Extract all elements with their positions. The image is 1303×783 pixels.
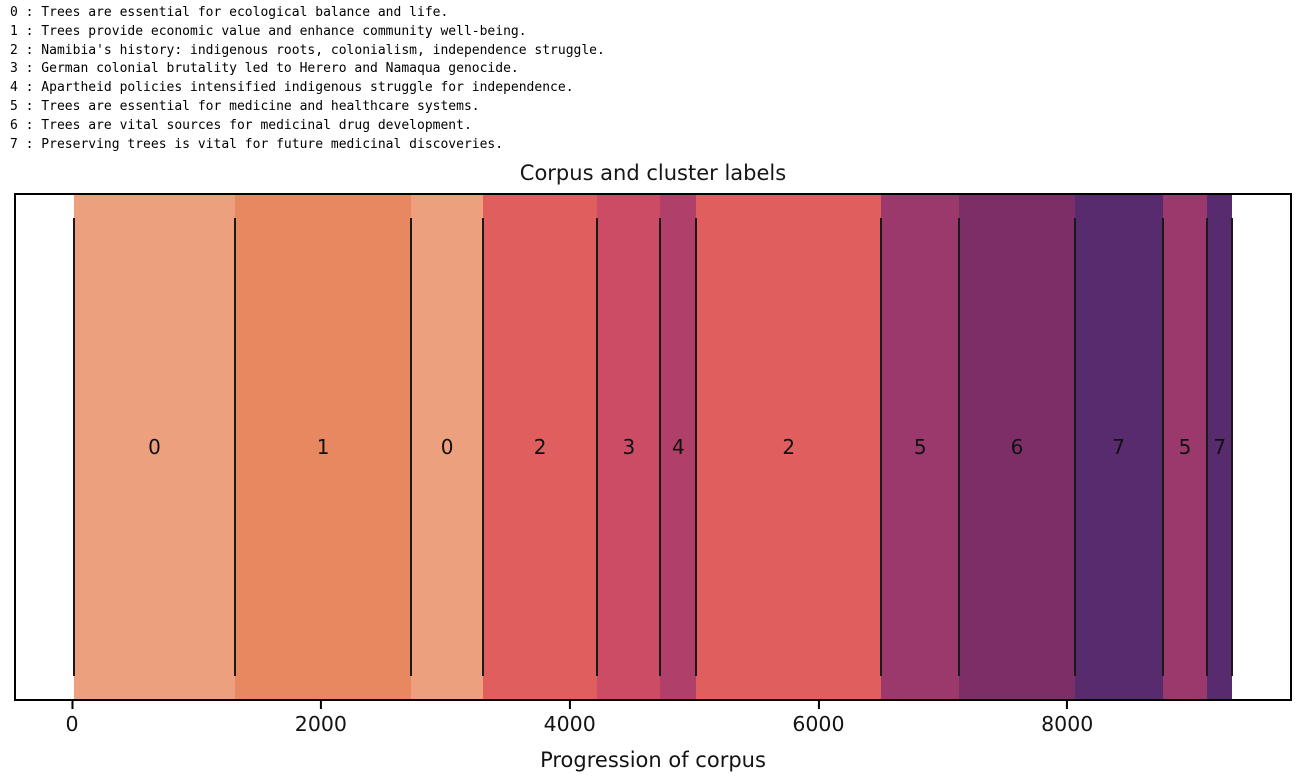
segment-boundary-line [880,218,883,676]
x-axis-label: Progression of corpus [540,748,766,772]
x-tick-mark [71,701,74,709]
x-tick-mark [319,701,322,709]
chart-title: Corpus and cluster labels [519,161,787,185]
x-tick-label: 8000 [1041,712,1094,736]
legend-line: 1 : Trees provide economic value and enh… [10,23,527,39]
cluster-segment-0 [411,195,484,699]
cluster-segment-2 [483,195,598,699]
segment-boundary-line [482,218,485,676]
legend-line: 0 : Trees are essential for ecological b… [10,5,449,20]
cluster-segment-6 [959,195,1075,699]
cluster-segment-1 [235,195,412,699]
x-axis-ticks: 0 2000 4000 6000 8000 [14,701,1292,741]
segment-cluster-label: 7 [1112,435,1125,459]
segment-boundary-line [695,218,698,676]
cluster-legend: 0 : Trees are essential for ecological b… [10,4,605,154]
segment-cluster-label: 1 [316,435,330,459]
segment-boundary-line [1231,218,1234,676]
x-tick-label: 6000 [792,712,845,736]
segment-cluster-label: 2 [533,435,547,459]
x-tick-label: 2000 [294,712,347,736]
x-tick-mark [568,701,571,709]
segment-cluster-label: 2 [782,435,796,459]
segment-cluster-label: 0 [440,435,454,459]
segment-boundary-line [72,218,75,676]
x-tick-4000: 4000 [544,701,596,736]
segment-boundary-line [659,218,662,676]
cluster-segment-0 [73,195,236,699]
segment-boundary-line [596,218,599,676]
segment-cluster-label: 0 [148,435,161,459]
segment-cluster-label: 4 [672,435,685,459]
cluster-segment-5 [1162,195,1208,699]
segment-cluster-label: 5 [913,435,927,459]
x-tick-0: 0 [66,701,79,736]
segment-cluster-label: 3 [622,435,636,459]
legend-line: 6 : Trees are vital sources for medicina… [10,117,472,133]
segment-boundary-line [234,218,237,676]
cluster-segment-2 [696,195,882,699]
x-tick-2000: 2000 [295,701,347,736]
segment-cluster-label: 6 [1010,435,1024,459]
segment-boundary-line [958,218,961,676]
x-tick-label: 4000 [543,712,596,736]
x-tick-6000: 6000 [792,701,845,736]
legend-line: 2 : Namibia's history: indigenous roots,… [10,42,605,58]
legend-line: 3 : German colonial brutality led to Her… [10,61,519,77]
segment-boundary-line [410,218,413,676]
legend-line: 5 : Trees are essential for medicine and… [10,98,480,114]
segment-boundary-line [1206,218,1209,676]
cluster-segment-4 [660,195,697,699]
cluster-segment-7 [1074,195,1163,699]
cluster-segment-5 [881,195,960,699]
segment-boundary-line [1161,218,1164,676]
x-tick-label: 0 [65,712,79,736]
cluster-segment-7 [1207,195,1233,699]
legend-line: 7 : Preserving trees is vital for future… [10,136,504,152]
x-tick-mark [817,701,820,709]
x-tick-8000: 8000 [1041,701,1093,736]
legend-line: 4 : Apartheid policies intensified indig… [10,80,574,96]
segment-cluster-label: 5 [1178,435,1192,459]
x-tick-mark [1066,701,1069,709]
segment-boundary-line [1073,218,1076,676]
segment-cluster-label: 7 [1213,435,1227,459]
cluster-segment-3 [597,195,661,699]
